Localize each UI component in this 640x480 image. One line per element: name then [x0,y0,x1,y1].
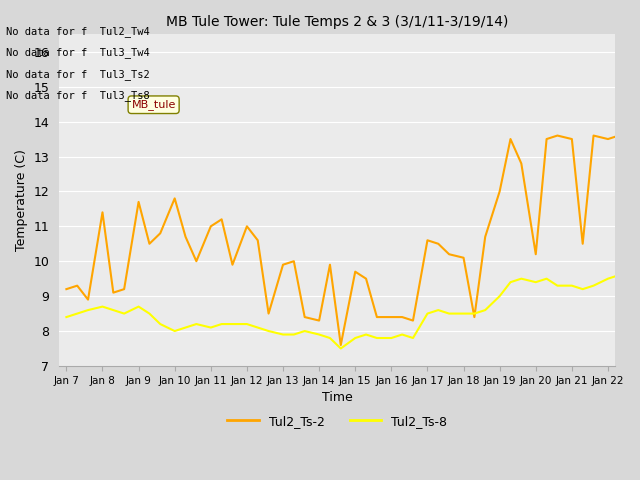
Text: No data for f  Tul3_Tw4: No data for f Tul3_Tw4 [6,47,150,58]
Y-axis label: Temperature (C): Temperature (C) [15,149,28,251]
Text: No data for f  Tul3_Ts8: No data for f Tul3_Ts8 [6,90,150,101]
Legend: Tul2_Ts-2, Tul2_Ts-8: Tul2_Ts-2, Tul2_Ts-8 [223,409,452,432]
Title: MB Tule Tower: Tule Temps 2 & 3 (3/1/11-3/19/14): MB Tule Tower: Tule Temps 2 & 3 (3/1/11-… [166,15,508,29]
X-axis label: Time: Time [322,391,353,404]
Text: No data for f  Tul2_Tw4: No data for f Tul2_Tw4 [6,25,150,36]
Text: No data for f  Tul3_Ts2: No data for f Tul3_Ts2 [6,69,150,80]
Text: MB_tule: MB_tule [131,99,176,110]
